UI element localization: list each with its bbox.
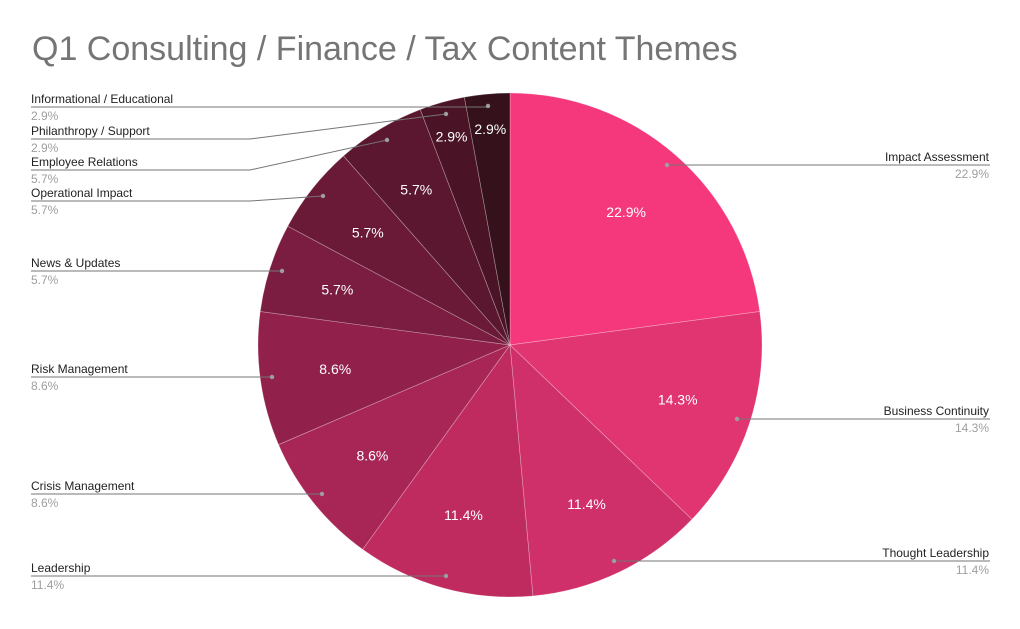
pie-slice [259, 225, 511, 346]
pie-slice [278, 344, 512, 550]
callout-label: Crisis Management [31, 479, 135, 493]
pie-slice [509, 344, 693, 597]
callout-percent: 5.7% [31, 203, 59, 217]
callout-line [31, 195, 324, 202]
callout-dot [384, 137, 390, 143]
callout-label: Operational Impact [31, 186, 133, 200]
callout-line [31, 106, 489, 108]
callout-dot [485, 103, 491, 109]
callout-percent: 14.3% [955, 421, 989, 435]
slice-percent-label: 2.9% [436, 128, 468, 144]
chart-title: Q1 Consulting / Finance / Tax Content Th… [32, 30, 738, 68]
callout-label: Impact Assessment [885, 150, 990, 164]
callout-line [31, 139, 388, 171]
callout-dot [443, 111, 449, 117]
slice-percent-label: 5.7% [321, 281, 353, 297]
callout-dot [664, 162, 670, 168]
slice-percent-label: 8.6% [319, 361, 351, 377]
callout-percent: 5.7% [31, 172, 59, 186]
slice-percent-label: 11.4% [444, 507, 483, 523]
slice-percent-label: 2.9% [474, 121, 506, 137]
callout-dot [269, 374, 275, 380]
slice-percent-label: 8.6% [356, 447, 388, 463]
pie-slice [342, 109, 511, 346]
callout-percent: 2.9% [31, 109, 59, 123]
callout-label: Business Continuity [884, 404, 989, 418]
callout-label: Employee Relations [31, 155, 138, 169]
callout-label: Risk Management [31, 362, 128, 376]
callout-label: Philanthropy / Support [31, 124, 150, 138]
callout-percent: 22.9% [955, 167, 989, 181]
callout-label: Informational / Educational [31, 92, 173, 106]
pie-slice [362, 344, 534, 598]
callout-percent: 8.6% [31, 496, 59, 510]
callout-dot [319, 491, 325, 497]
callout-dot [734, 416, 740, 422]
callout-dot [611, 558, 617, 564]
slice-percent-label: 5.7% [400, 182, 432, 198]
callout-label: News & Updates [31, 256, 120, 270]
callout-percent: 5.7% [31, 273, 59, 287]
pie-slice [463, 92, 511, 346]
callout-dot [279, 268, 285, 274]
pie-slice [509, 92, 761, 346]
pie-slice [257, 311, 512, 446]
callout-percent: 11.4% [31, 578, 64, 592]
slice-percent-label: 5.7% [352, 224, 384, 240]
pie-slice [419, 96, 511, 346]
pie-slice [287, 155, 511, 346]
callout-percent: 8.6% [31, 379, 59, 393]
callout-percent: 11.4% [956, 563, 989, 577]
callout-label: Leadership [31, 561, 91, 575]
slice-percent-label: 11.4% [567, 496, 606, 512]
callout-dot [443, 573, 449, 579]
slice-percent-label: 14.3% [658, 392, 698, 408]
callout-line [31, 113, 447, 140]
callout-dot [320, 193, 326, 199]
pie-slice [509, 311, 763, 520]
callout-percent: 2.9% [31, 141, 59, 155]
callout-label: Thought Leadership [882, 546, 989, 560]
slice-percent-label: 22.9% [606, 204, 646, 220]
